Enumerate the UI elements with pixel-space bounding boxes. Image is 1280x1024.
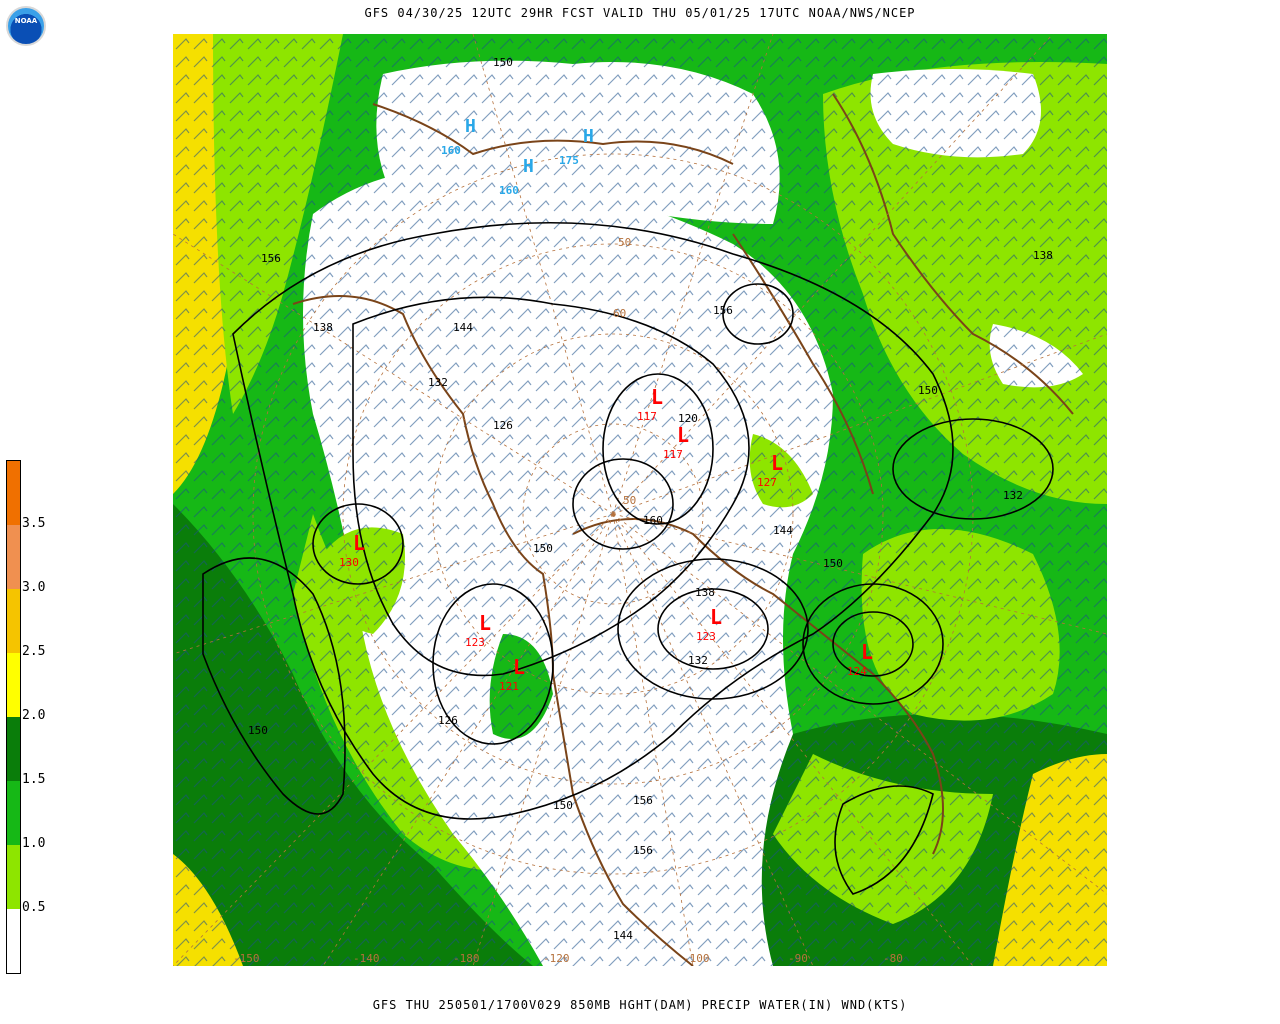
latlon-label: -140	[353, 952, 380, 965]
latlon-grid	[173, 34, 1107, 966]
contour-label: 156	[713, 304, 733, 317]
colorbar-swatch	[7, 781, 20, 845]
colorbar-swatch	[7, 589, 20, 653]
contour-label: 156	[261, 252, 281, 265]
wind-barbs	[173, 34, 1107, 966]
latlon-label: -120	[543, 952, 570, 965]
colorbar-swatch	[7, 909, 20, 973]
contour-label: 138	[695, 586, 715, 599]
latlon-label: -150	[233, 952, 260, 965]
map-title: GFS 04/30/25 12UTC 29HR FCST VALID THU 0…	[364, 6, 916, 20]
contour-label: 156	[633, 794, 653, 807]
colorbar-swatch	[7, 653, 20, 717]
low-pressure-symbol: L	[710, 605, 722, 629]
low-pressure-value: 117	[637, 410, 657, 423]
contour-label: 132	[1003, 489, 1023, 502]
contour-label: 150	[918, 384, 938, 397]
contour-label: 126	[438, 714, 458, 727]
low-pressure-value: 123	[465, 636, 485, 649]
low-pressure-value: 117	[663, 448, 683, 461]
latlon-label: -80	[883, 952, 903, 965]
high-pressure-symbol: H	[523, 156, 534, 177]
contour-label: 144	[453, 321, 473, 334]
low-pressure-symbol: L	[771, 451, 783, 475]
contour-label: 150	[823, 557, 843, 570]
contour-label: 150	[533, 542, 553, 555]
colorbar-swatch	[7, 461, 20, 525]
low-pressure-symbol: L	[677, 423, 689, 447]
low-pressure-symbol: L	[479, 611, 491, 635]
low-pressure-symbol: L	[651, 385, 663, 409]
colorbar-label: 3.0	[22, 580, 46, 595]
colorbar-swatch	[7, 845, 20, 909]
low-pressure-symbol: L	[513, 655, 525, 679]
contour-label: 138	[1033, 249, 1053, 262]
latlon-label: -90	[788, 952, 808, 965]
low-pressure-value: 127	[757, 476, 777, 489]
colorbar-swatch	[7, 525, 20, 589]
colorbar-label: 3.5	[22, 516, 46, 531]
contour-label: 132	[428, 376, 448, 389]
contour-label: 138	[313, 321, 333, 334]
contour-label: 126	[493, 419, 513, 432]
contour-label: 132	[688, 654, 708, 667]
colorbar-swatch	[7, 717, 20, 781]
map-caption: GFS THU 250501/1700V029 850MB HGHT(DAM) …	[372, 998, 908, 1012]
noaa-logo-icon: NOAA	[6, 6, 46, 46]
latlon-label: -180	[453, 952, 480, 965]
high-pressure-symbol: H	[465, 116, 476, 137]
contour-label: 144	[613, 929, 633, 942]
colorbar-label: 1.0	[22, 836, 46, 851]
colorbar-label: 1.5	[22, 772, 46, 787]
colorbar-label: 0.5	[22, 900, 46, 915]
map-labels: 150 156 144 138 132 126 120 160 156 150 144 138 132 1…	[233, 56, 1053, 965]
low-pressure-symbol: L	[861, 640, 873, 664]
colorbar-label: 2.0	[22, 708, 46, 723]
contour-label: 150	[553, 799, 573, 812]
low-pressure-value: 121	[499, 680, 519, 693]
contour-label: 150	[248, 724, 268, 737]
low-pressure-value: 123	[696, 630, 716, 643]
low-pressure-value: 130	[339, 556, 359, 569]
low-pressure-value: 124	[847, 665, 867, 678]
contour-label: 144	[773, 524, 793, 537]
latlon-label: 50	[618, 236, 631, 249]
height-contours	[202, 221, 1054, 895]
latlon-label: 50	[623, 494, 636, 507]
contour-label: 160	[643, 514, 663, 527]
weather-map: 150 156 144 138 132 126 120 160 156 150 144 138 132 1…	[173, 34, 1107, 966]
latlon-label: 60	[613, 307, 626, 320]
contour-label: 156	[633, 844, 653, 857]
high-pressure-value: 160	[499, 184, 519, 197]
colorbar-swatches	[7, 461, 20, 973]
contour-label: 120	[678, 412, 698, 425]
latlon-label: -100	[683, 952, 710, 965]
high-pressure-value: 160	[441, 144, 461, 157]
contour-label: 150	[493, 56, 513, 69]
colorbar-label: 2.5	[22, 644, 46, 659]
map-canvas: 150 156 144 138 132 126 120 160 156 150 144 138 132 1…	[173, 34, 1107, 966]
high-pressure-value: 175	[559, 154, 579, 167]
precip-water-colorbar	[6, 460, 21, 974]
high-pressure-symbol: H	[583, 126, 594, 147]
low-pressure-symbol: L	[353, 531, 365, 555]
